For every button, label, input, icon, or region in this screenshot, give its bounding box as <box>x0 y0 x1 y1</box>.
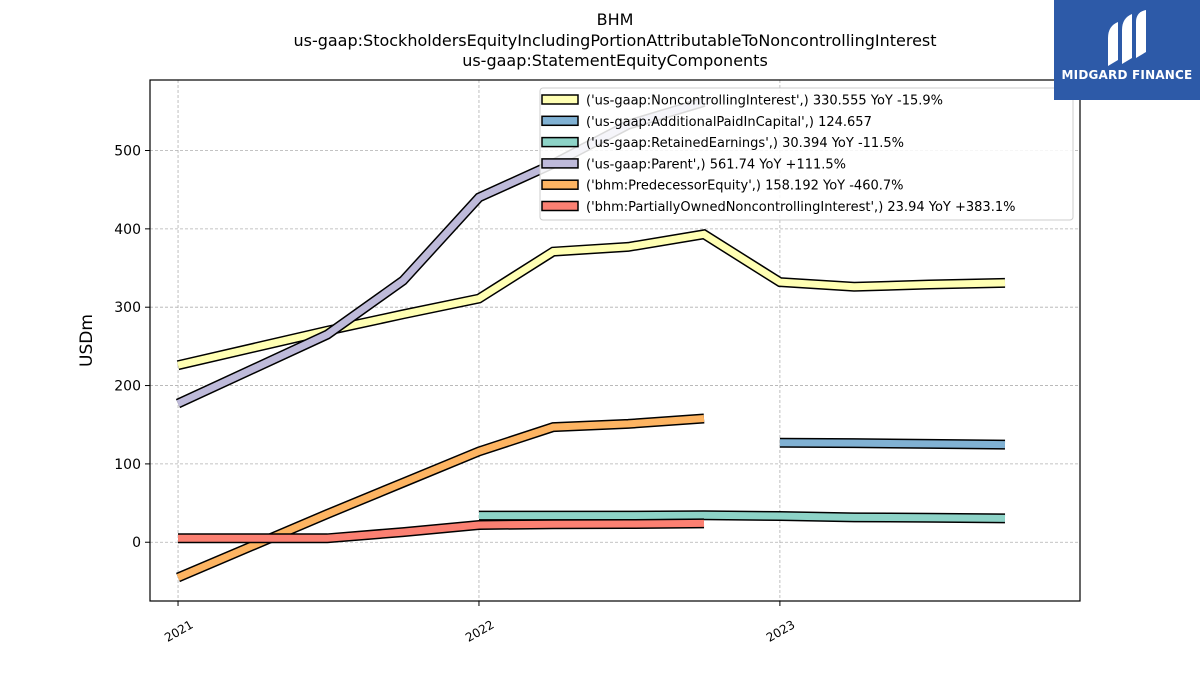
x-tick-label: 2021 <box>162 617 195 644</box>
series-line <box>779 439 1006 449</box>
x-tick-label: 2022 <box>463 617 496 644</box>
y-tick-label: 300 <box>114 300 141 316</box>
y-tick-label: 100 <box>114 457 141 473</box>
legend-entry-label: ('us-gaap:Parent',) 561.74 YoY +111.5% <box>586 157 846 172</box>
chart-subtitle-component: us-gaap:StatementEquityComponents <box>462 51 768 70</box>
legend-swatch <box>541 94 579 105</box>
legend-entry-label: ('us-gaap:NoncontrollingInterest',) 330.… <box>586 94 943 109</box>
logo-mark-icon <box>1108 10 1146 66</box>
brand-name: MIDGARD FINANCE <box>1061 68 1193 82</box>
plot-frame <box>149 79 1081 602</box>
legend-entry-label: ('us-gaap:AdditionalPaidInCapital',) 124… <box>586 115 872 130</box>
legend-entry-label: ('us-gaap:RetainedEarnings',) 30.394 YoY… <box>586 136 904 151</box>
legend-entry-label: ('bhm:PredecessorEquity',) 158.192 YoY -… <box>586 179 904 194</box>
chart-title-block: BHM us-gaap:StockholdersEquityIncludingP… <box>0 10 1200 72</box>
y-tick-label: 0 <box>132 535 141 551</box>
x-tick-label: 2023 <box>764 617 797 644</box>
y-tick-label: 500 <box>114 144 141 160</box>
legend-entry-label: ('bhm:PartiallyOwnedNoncontrollingIntere… <box>586 200 1015 215</box>
legend-swatch <box>541 136 579 148</box>
chart-subtitle-metric: us-gaap:StockholdersEquityIncludingPorti… <box>293 30 937 50</box>
legend-box <box>539 87 1074 221</box>
legend-swatch <box>541 200 579 212</box>
y-axis-label: USDm <box>77 314 97 367</box>
legend-swatch <box>541 179 579 190</box>
legend-swatch <box>541 115 579 127</box>
legend-swatch <box>541 158 579 169</box>
brand-logo: MIDGARD FINANCE <box>1054 0 1200 100</box>
y-tick-label: 200 <box>114 379 141 395</box>
series-line <box>177 230 1006 369</box>
series-line <box>479 511 1006 522</box>
series-line <box>176 415 705 581</box>
series-line <box>178 519 705 542</box>
chart-title: BHM <box>596 10 634 29</box>
series-line-outline <box>176 413 705 583</box>
y-tick-label: 400 <box>114 222 141 238</box>
